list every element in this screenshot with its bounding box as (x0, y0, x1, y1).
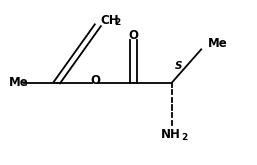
Text: O: O (128, 29, 139, 42)
Text: 2: 2 (182, 133, 188, 142)
Text: CH: CH (100, 14, 119, 27)
Text: S: S (175, 61, 182, 71)
Text: 2: 2 (114, 18, 121, 27)
Text: Me: Me (208, 37, 227, 50)
Text: O: O (90, 74, 100, 87)
Text: Me: Me (9, 76, 29, 89)
Text: NH: NH (161, 128, 181, 141)
